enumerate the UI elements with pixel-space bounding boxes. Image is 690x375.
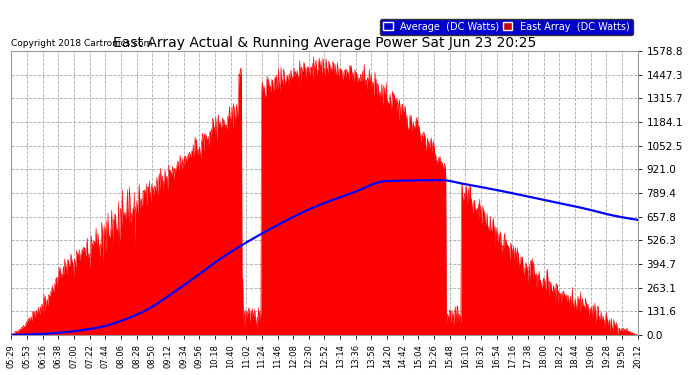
Title: East Array Actual & Running Average Power Sat Jun 23 20:25: East Array Actual & Running Average Powe… bbox=[113, 36, 536, 50]
Legend: Average  (DC Watts), East Array  (DC Watts): Average (DC Watts), East Array (DC Watts… bbox=[380, 19, 633, 34]
Text: Copyright 2018 Cartronics.com: Copyright 2018 Cartronics.com bbox=[12, 39, 152, 48]
